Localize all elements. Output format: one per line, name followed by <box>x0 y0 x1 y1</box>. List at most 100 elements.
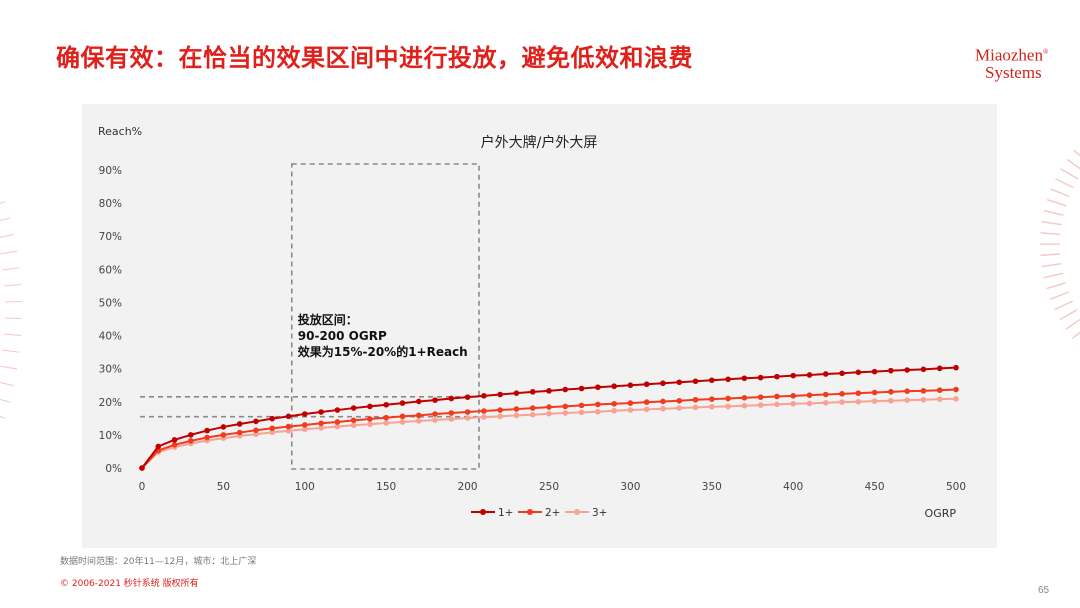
page-number: 65 <box>1038 585 1050 596</box>
series-line-1+ <box>141 366 957 469</box>
data-point-2+ <box>643 399 650 405</box>
data-point-3+ <box>448 416 455 422</box>
data-point-1+ <box>383 401 390 408</box>
data-point-2+ <box>318 420 324 427</box>
data-point-3+ <box>790 400 796 407</box>
data-point-1+ <box>725 376 731 383</box>
data-point-1+ <box>497 391 503 398</box>
data-point-1+ <box>790 372 796 379</box>
y-tick-label: 30% <box>99 364 122 376</box>
data-point-3+ <box>367 421 373 428</box>
annotation-box <box>290 163 480 470</box>
data-point-3+ <box>497 413 503 420</box>
x-tick-label: 200 <box>458 481 478 493</box>
data-point-1+ <box>871 368 878 375</box>
legend-marker-2+ <box>527 509 533 515</box>
data-point-3+ <box>839 399 845 405</box>
data-point-1+ <box>253 418 259 425</box>
annotation-text: 投放区间： <box>298 312 358 327</box>
y-tick-label: 40% <box>99 331 122 343</box>
data-point-2+ <box>904 388 910 394</box>
x-tick-label: 400 <box>783 481 803 493</box>
data-point-3+ <box>529 411 536 418</box>
data-point-3+ <box>676 405 683 411</box>
data-point-2+ <box>204 434 210 441</box>
data-point-3+ <box>481 414 487 420</box>
data-point-2+ <box>399 413 406 420</box>
slide-title: 确保有效：在恰当的效果区间中进行投放，避免低效和浪费 <box>56 44 693 72</box>
x-tick-label: 50 <box>217 481 230 493</box>
data-point-1+ <box>529 389 536 395</box>
data-point-2+ <box>741 395 748 401</box>
data-point-3+ <box>546 410 552 417</box>
data-point-3+ <box>741 402 748 409</box>
data-point-3+ <box>643 406 650 413</box>
data-point-3+ <box>513 412 520 419</box>
data-point-1+ <box>350 405 357 411</box>
data-point-3+ <box>285 428 292 434</box>
y-tick-label: 60% <box>99 264 122 276</box>
copyright: © 2006-2021 秒针系统 版权所有 <box>60 579 199 589</box>
data-point-1+ <box>220 424 227 430</box>
data-point-3+ <box>692 404 699 411</box>
data-point-2+ <box>822 391 829 398</box>
y-tick-label: 70% <box>99 231 122 243</box>
data-point-2+ <box>725 395 731 402</box>
data-point-2+ <box>562 403 569 410</box>
data-point-1+ <box>367 403 373 410</box>
data-point-2+ <box>171 442 178 448</box>
data-point-2+ <box>676 397 683 404</box>
data-point-2+ <box>497 407 503 413</box>
data-point-2+ <box>578 402 585 409</box>
data-point-3+ <box>855 398 862 405</box>
data-point-2+ <box>415 412 422 419</box>
data-point-1+ <box>757 374 764 381</box>
data-point-3+ <box>318 425 324 431</box>
data-point-1+ <box>432 397 438 403</box>
data-point-3+ <box>350 422 357 429</box>
data-point-1+ <box>155 443 162 450</box>
data-point-2+ <box>692 396 699 403</box>
x-axis-label: OGRP <box>925 507 957 520</box>
data-point-1+ <box>399 400 406 406</box>
data-point-3+ <box>578 409 585 416</box>
data-point-2+ <box>888 389 894 395</box>
data-point-2+ <box>611 400 617 407</box>
annotation-text: 90-200 OGRP <box>298 329 387 343</box>
data-point-3+ <box>464 415 471 421</box>
data-point-2+ <box>920 388 927 394</box>
data-point-2+ <box>236 429 243 436</box>
data-point-1+ <box>920 366 927 373</box>
data-point-3+ <box>953 395 959 402</box>
x-tick-label: 100 <box>295 481 315 493</box>
data-point-1+ <box>676 379 683 386</box>
data-point-1+ <box>188 432 194 438</box>
data-point-2+ <box>285 423 292 430</box>
legend-marker-3+ <box>574 509 580 515</box>
data-point-1+ <box>318 409 324 415</box>
data-point-2+ <box>334 419 341 425</box>
data-note: 数据时间范围：20年11—12月，城市：北上广深 <box>60 557 257 567</box>
data-point-3+ <box>562 410 569 416</box>
y-tick-label: 20% <box>99 397 122 409</box>
data-point-2+ <box>448 410 455 416</box>
data-point-3+ <box>432 417 438 423</box>
data-point-2+ <box>350 417 357 424</box>
company-logo: Miaozhen® Systems <box>975 44 1048 81</box>
data-point-1+ <box>741 375 748 382</box>
data-point-3+ <box>806 400 813 407</box>
data-point-2+ <box>383 414 390 421</box>
data-point-1+ <box>481 393 487 399</box>
data-point-3+ <box>269 429 276 436</box>
data-point-2+ <box>367 416 373 422</box>
data-point-2+ <box>269 425 276 432</box>
data-point-2+ <box>936 387 943 393</box>
data-point-3+ <box>415 418 422 424</box>
data-point-3+ <box>757 402 764 408</box>
data-point-3+ <box>871 398 878 404</box>
series-line-2+ <box>141 388 957 469</box>
x-tick-label: 450 <box>865 481 885 493</box>
y-tick-label: 0% <box>105 463 122 475</box>
data-point-2+ <box>595 401 601 408</box>
data-point-2+ <box>855 390 862 396</box>
